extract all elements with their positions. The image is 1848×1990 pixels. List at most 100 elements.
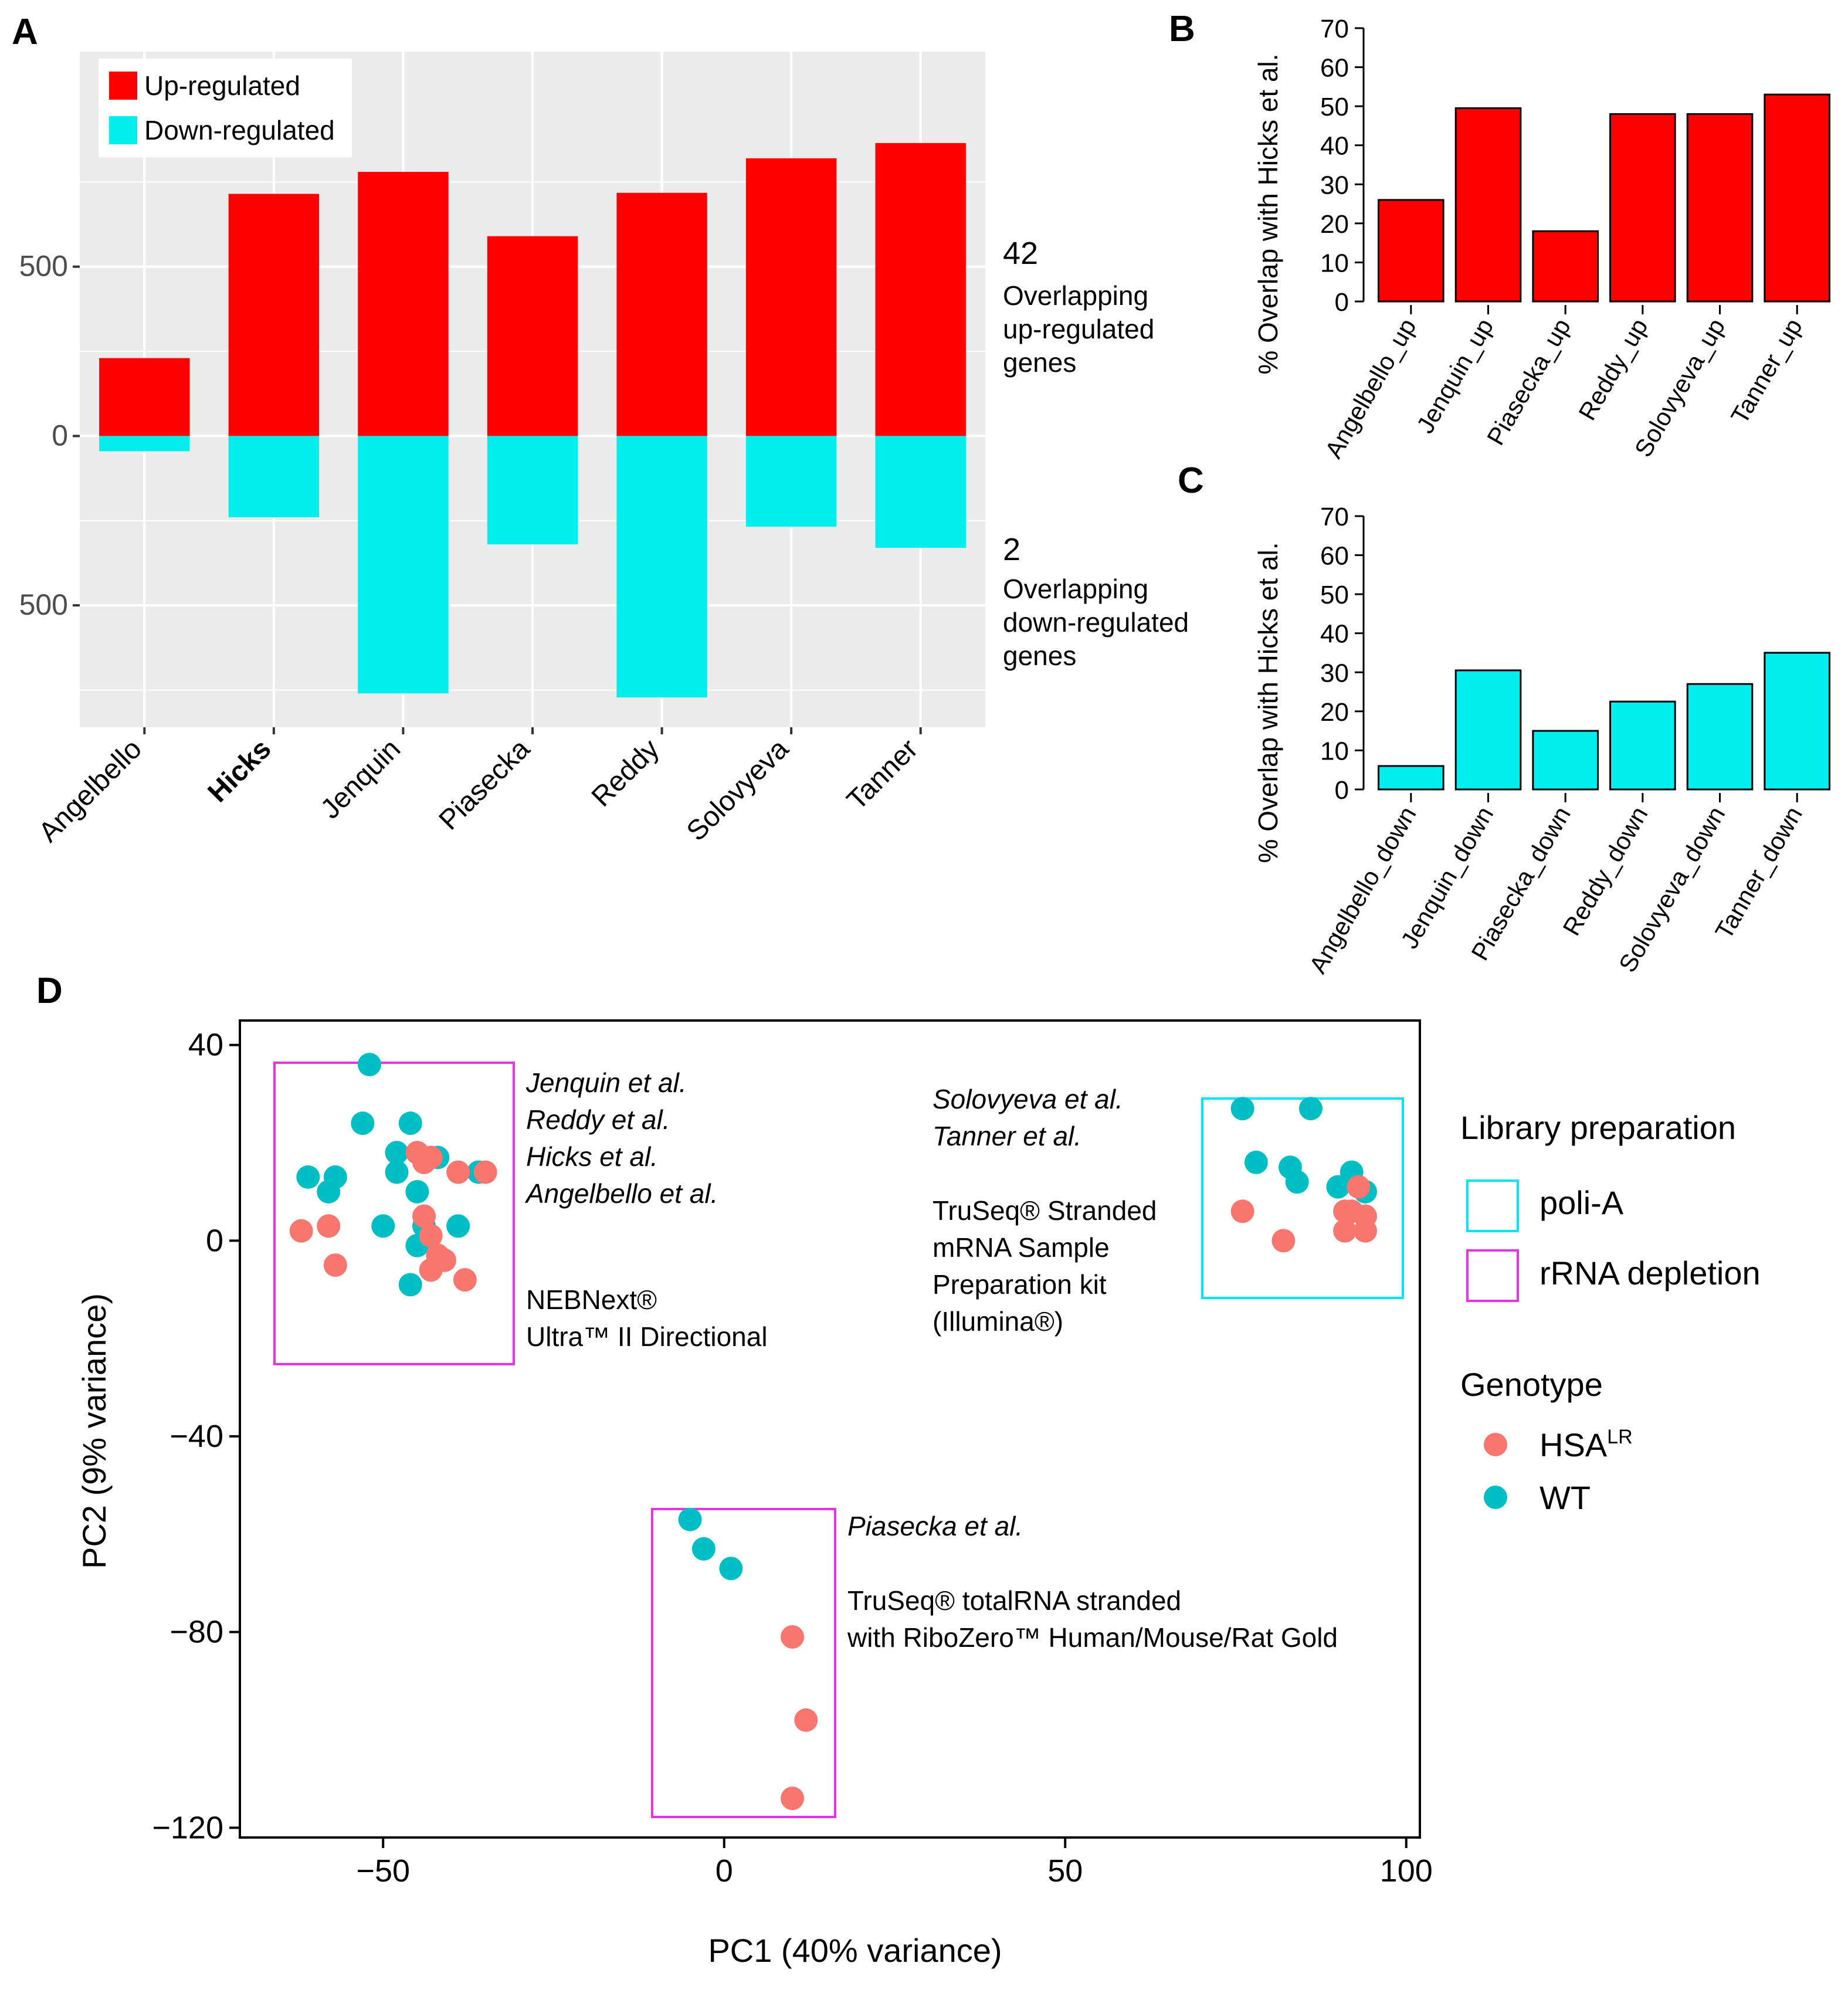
a-bar-down-piasecka [487,436,578,545]
a-xtick-label: Piasecka [433,733,536,836]
panelC-xtick-label: Angelbello_down [1304,802,1422,978]
pca-point-hsalr [473,1160,497,1184]
panel-c-chart: % Overlap with Hicks et al. 0 10 20 30 40 50 6… [1253,503,1830,978]
legend-library-title: Library preparation [1460,1109,1736,1146]
panel-d-plot-frame [239,1019,1421,1839]
a-bar-down-solovyeva [745,436,837,527]
a-bar-down-tanner [875,436,966,548]
panelB-xtick-label: Angelbello_up [1320,314,1422,463]
overlap-up-line-2: up-regulated [1003,314,1154,344]
a-bar-up-reddy [616,192,707,436]
panelC-ytick-label: 70 [1320,503,1349,531]
pca-point-wt [446,1214,470,1238]
pca-point-hsalr [317,1214,341,1238]
panelC-ytick-label: 0 [1335,776,1349,805]
panelC-bar-tanner_down [1764,652,1830,791]
panelB-bar-jenquin_up [1454,107,1522,303]
panelC-ytick-label: 20 [1320,698,1349,727]
pca-point-hsalr [419,1258,443,1282]
pca-point-wt [351,1111,375,1135]
study-angelbello: Angelbello et al. [524,1178,718,1209]
panelB-ytick-label: 40 [1320,132,1349,161]
panelB-bar-angelbello_up [1378,199,1445,303]
group-box-rrna-bottom [651,1508,836,1818]
pca-point-wt [1230,1097,1254,1121]
panelC-bar-solovyeva_down [1686,683,1754,791]
pca-point-wt [385,1160,409,1184]
panelC-bar-jenquin_down [1454,669,1522,791]
pca-point-hsalr [453,1268,477,1292]
panelC-ytick-label: 40 [1320,620,1349,649]
legend-wt-label: WT [1540,1479,1591,1516]
study-piasecka: Piasecka et al. [847,1511,1023,1541]
pca-point-hsalr [289,1219,313,1243]
pca-point-wt [296,1165,320,1189]
pca-point-hsalr [323,1253,347,1277]
a-xtick-label: Reddy [586,733,666,813]
d-ytick-label: −40 [169,1419,223,1454]
pca-point-hsalr [1353,1219,1377,1243]
kit-nebnext-line-1: NEBNext® [526,1284,657,1315]
a-bar-up-tanner [875,143,966,436]
pca-point-hsalr [794,1708,818,1732]
a-xtick-label: Hicks [202,733,277,808]
panel-d-xlabel: PC1 (40% variance) [708,1932,1002,1969]
pca-point-hsalr [781,1625,805,1649]
pca-point-wt [719,1557,743,1581]
d-xtick-label: 0 [716,1853,733,1889]
overlap-up-line-1: Overlapping [1003,280,1148,311]
pca-point-hsalr [412,1150,436,1174]
legend-wt-marker [1484,1486,1507,1509]
pca-point-wt [691,1537,716,1561]
panel-a-legend-box [99,59,352,157]
pca-point-wt [357,1053,381,1077]
study-tanner: Tanner et al. [933,1121,1081,1151]
pca-point-hsalr [781,1786,805,1811]
legend-hsa-label: HSALR [1540,1426,1633,1463]
panel-d-label: D [36,971,63,1011]
overlap-down-line-1: Overlapping [1003,574,1148,604]
pca-point-hsalr [412,1204,436,1228]
panelB-ytick-label: 0 [1335,288,1349,317]
pca-point-wt [678,1507,702,1531]
a-xtick-label: Tanner [841,733,924,816]
study-hicks: Hicks et al. [526,1141,658,1172]
d-ytick-label: 0 [206,1223,223,1258]
kit-truseq-mrna-line-3: Preparation kit [933,1269,1107,1300]
d-xtick-label: −50 [356,1853,410,1889]
kit-nebnext-line-2: Ultra™ II Directional [526,1321,768,1352]
a-xtick-label: Jenquin [315,733,406,825]
panelC-ytick-label: 50 [1320,581,1349,609]
panelB-xtick-label: Tanner_up [1725,314,1808,428]
pca-point-hsalr [1347,1175,1371,1199]
legend-swatch-up [109,72,137,100]
pca-point-wt [398,1111,422,1135]
d-ytick-label: −120 [152,1810,223,1845]
panelB-ytick-label: 20 [1320,210,1349,239]
overlap-up-count: 42 [1003,236,1038,271]
pca-point-wt [385,1141,409,1165]
a-ytick-label: 500 [19,588,68,621]
a-ytick-label: 500 [19,250,68,283]
pca-point-wt [1244,1150,1268,1174]
d-ytick-label: 40 [188,1028,223,1063]
pca-point-wt [317,1179,341,1204]
pca-point-wt [1285,1170,1309,1194]
kit-truseq-total-line-2: with RiboZero™ Human/Mouse/Rat Gold [847,1622,1338,1653]
panel-a-label: A [12,12,38,52]
legend-genotype-title: Genotype [1460,1366,1603,1403]
kit-truseq-total-line-1: TruSeq® totalRNA stranded [847,1585,1181,1616]
a-bar-up-angelbello [99,358,190,436]
d-xtick-label: 50 [1047,1853,1083,1889]
a-xtick-label: Angelbello [33,733,148,848]
overlap-up-line-3: genes [1003,347,1076,378]
a-bar-up-hicks [228,194,320,436]
pca-point-wt [405,1179,429,1204]
legend-label-down: Down-regulated [144,115,335,145]
pca-point-hsalr [1271,1229,1296,1253]
panelC-ytick-label: 30 [1320,659,1349,687]
panel-c-label: C [1178,460,1204,501]
a-bar-up-piasecka [487,236,578,436]
pca-point-wt [1326,1175,1350,1199]
panelB-bar-reddy_up [1609,113,1676,303]
